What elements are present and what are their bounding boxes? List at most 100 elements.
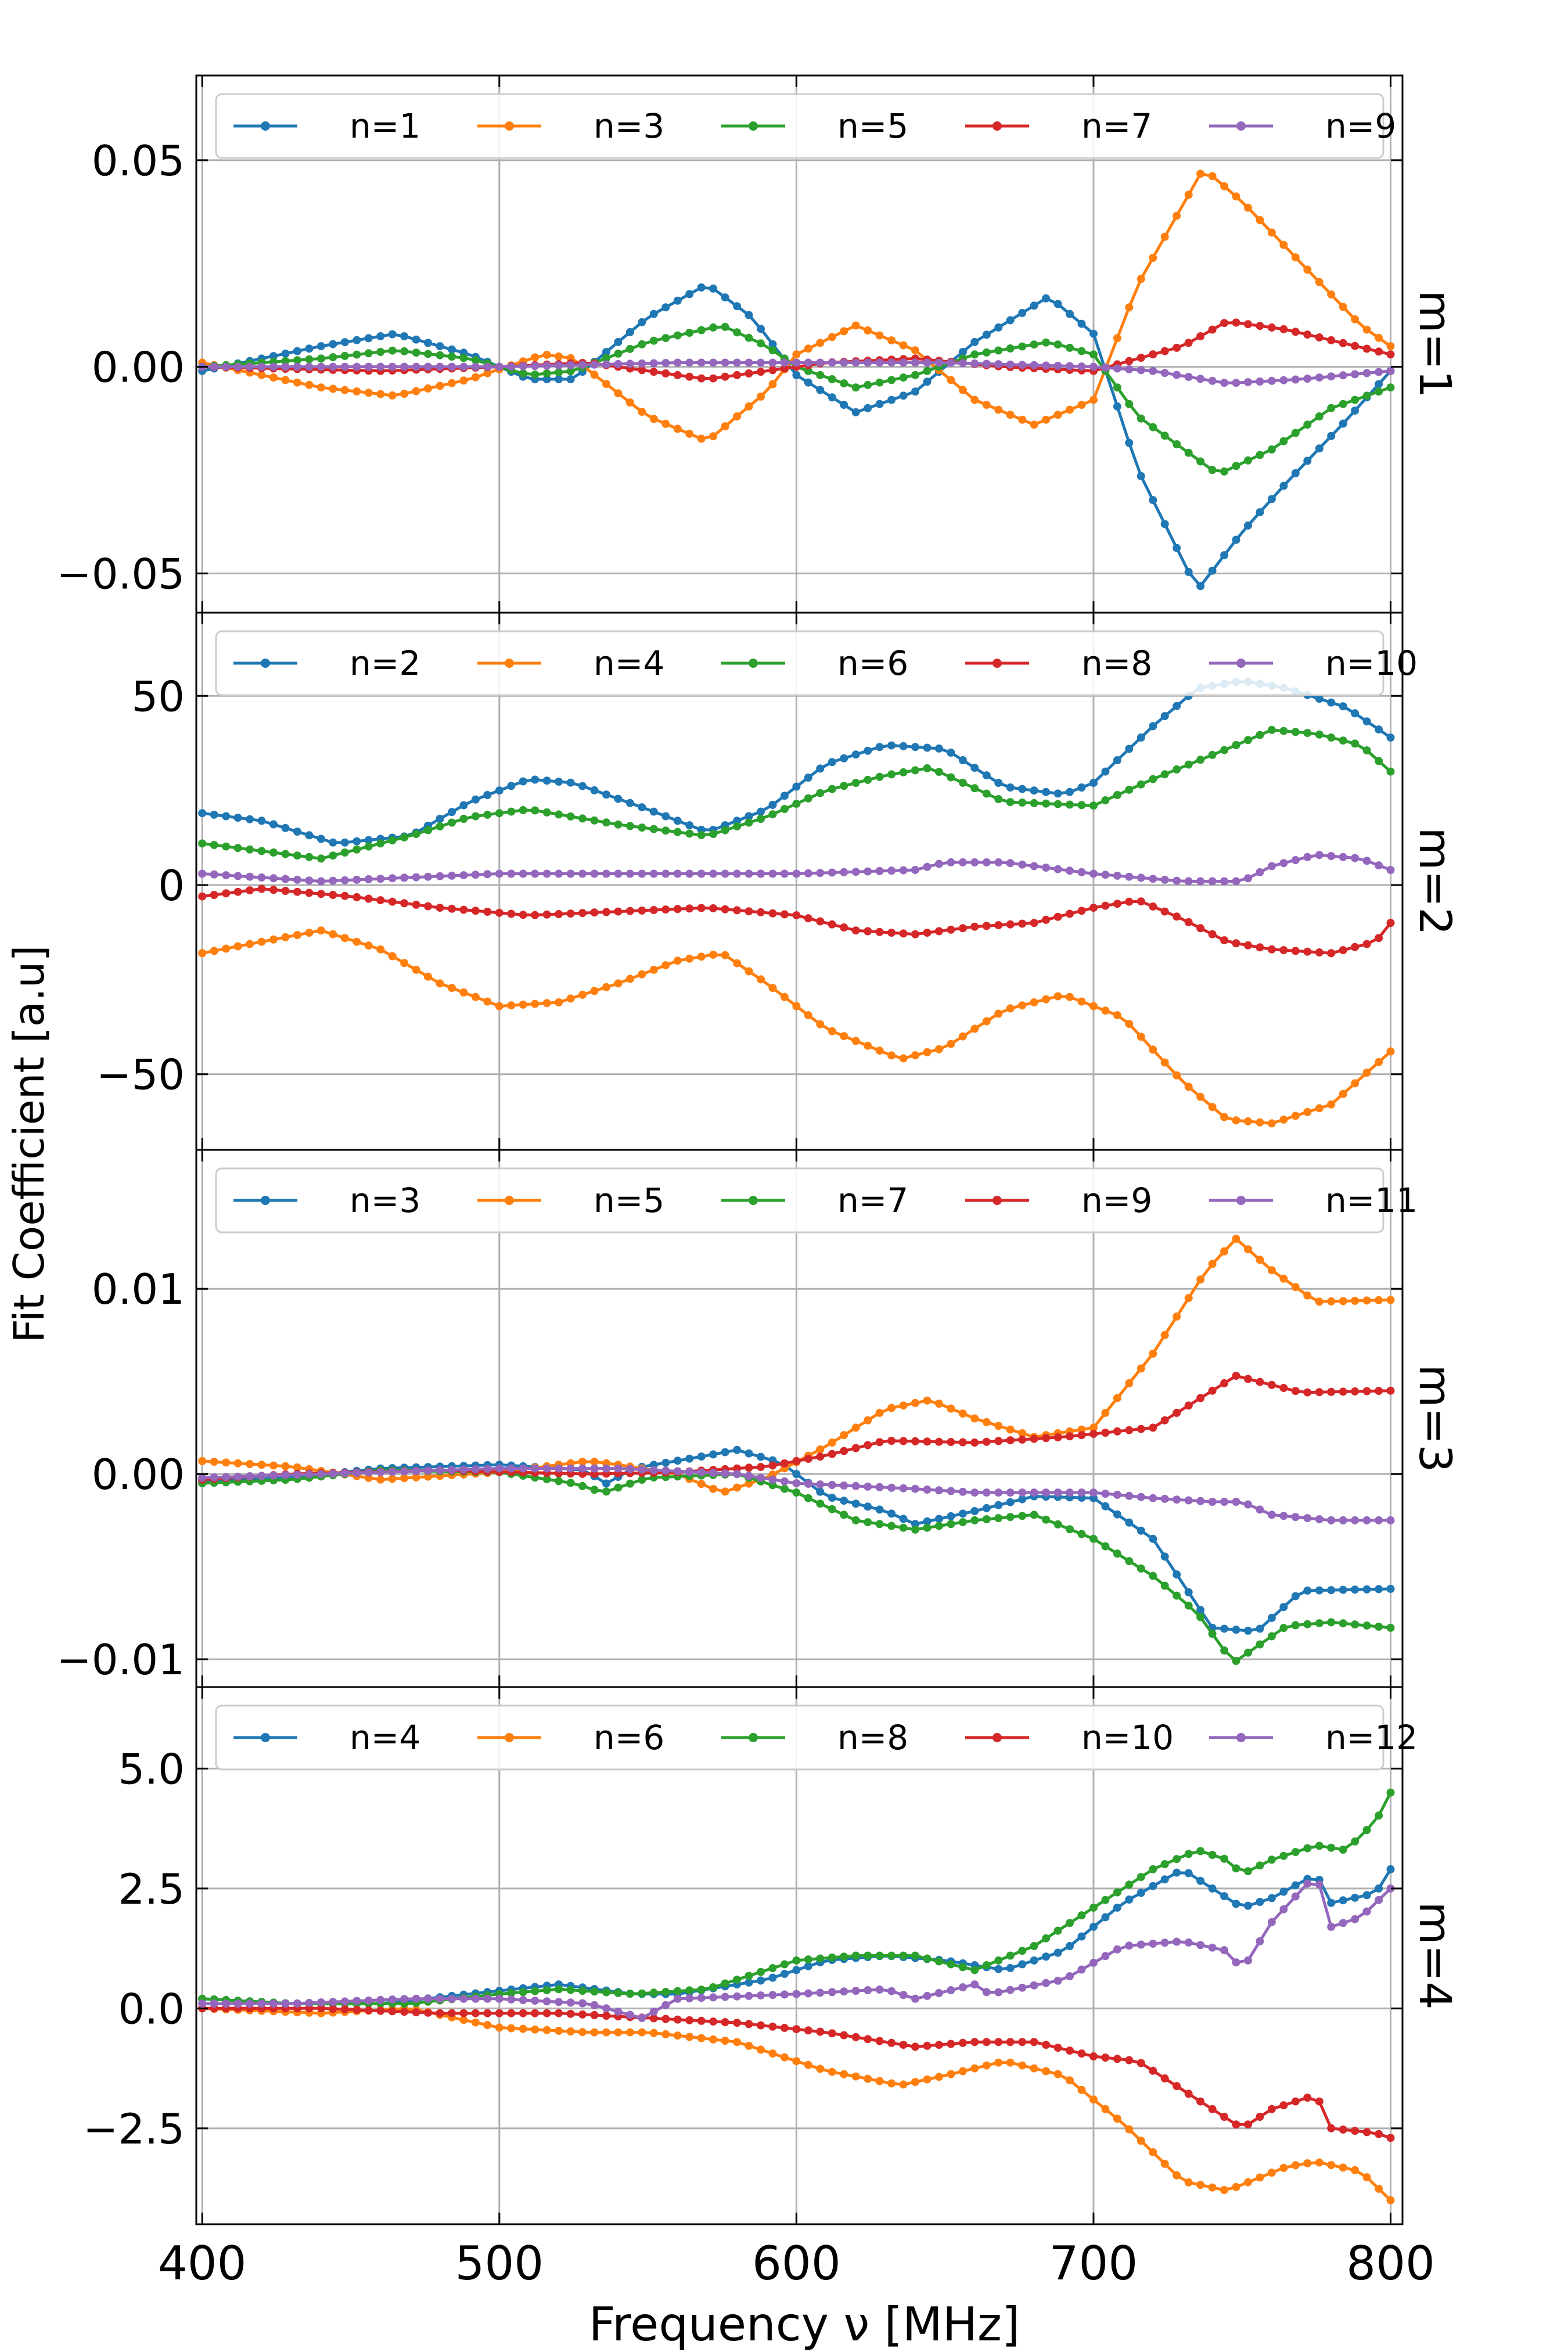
data-point [982,789,991,798]
data-point [911,1484,919,1493]
data-point [733,328,742,337]
x-tick-label: 700 [1049,2236,1138,2290]
data-point [198,809,207,818]
data-point [1160,1331,1169,1339]
data-point [1279,1887,1288,1896]
legend-label: n=4 [594,643,664,683]
data-point [911,1437,919,1445]
data-point [685,358,694,367]
data-point [1196,457,1205,466]
legend-box [215,1704,1384,1771]
data-point [317,1998,325,2006]
data-point [721,951,729,959]
data-point [1160,1875,1169,1884]
data-point [1232,1657,1240,1665]
data-point [661,869,670,878]
data-point [1089,1494,1098,1502]
data-point [1232,877,1240,886]
data-point [887,866,896,875]
data-point [257,817,266,825]
data-point [649,965,658,974]
data-point [1291,1387,1300,1396]
data-point [1267,495,1276,504]
data-point [578,361,587,369]
data-point [733,817,742,825]
data-point [851,358,860,367]
data-point [661,359,670,367]
data-point [1232,1958,1240,1967]
data-point [1006,1986,1015,1994]
data-point [1291,429,1300,437]
data-point [816,1954,825,1963]
data-point [555,2009,563,2017]
data-point [923,2075,932,2084]
data-point [673,1994,682,2003]
legend-label: n=5 [837,106,908,146]
data-point [804,1962,812,1970]
data-point [851,868,860,876]
data-point [317,383,325,392]
data-point [1386,342,1395,351]
data-point [1042,1515,1051,1524]
legend-marker [992,1733,1002,1742]
y-tick-label: 0.00 [92,1450,185,1499]
data-point [1386,350,1395,359]
data-point [1220,2186,1229,2195]
data-point [673,331,682,340]
data-point [305,344,314,353]
data-point [1125,1941,1134,1950]
data-point [721,869,729,878]
data-point [590,987,599,995]
y-tick-label: 2.5 [118,1865,185,1914]
data-point [1279,859,1288,868]
data-point [1291,728,1300,736]
data-point [1291,375,1300,384]
data-point [958,778,967,787]
data-point [875,1408,884,1417]
data-point [222,812,231,821]
data-point [483,2021,492,2029]
data-point [875,772,884,781]
data-point [1149,350,1157,359]
data-point [1053,2044,1062,2052]
data-point [709,1469,718,1477]
data-point [792,1002,801,1010]
data-point [566,1986,575,1994]
data-point [1315,278,1324,286]
data-point [1291,1112,1300,1120]
data-point [792,1479,801,1488]
panel-label: m=1 [1409,290,1461,398]
data-point [625,398,634,407]
data-point [1149,254,1157,262]
data-point [1208,930,1217,938]
data-point [1351,1915,1360,1923]
data-point [745,1463,753,1472]
data-point [1160,907,1169,916]
data-point [495,2009,504,2017]
data-point [1196,877,1205,886]
data-point [1006,1964,1015,1972]
data-point [388,2007,397,2016]
data-point [947,1520,955,1529]
data-point [578,782,587,790]
data-point [257,362,266,371]
data-point [757,807,765,816]
data-point [709,2017,718,2026]
y-tick-label: 50 [131,672,185,721]
data-point [934,1045,943,1053]
data-point [982,771,991,780]
data-point [804,378,812,387]
data-point [1184,448,1193,457]
data-point [340,1469,349,1477]
legend-label: n=3 [594,106,664,146]
data-point [923,1991,932,2000]
data-point [661,812,670,821]
data-point [1267,1119,1276,1128]
data-point [1208,1630,1217,1638]
data-point [768,1964,777,1972]
data-point [1291,1881,1300,1890]
data-point [1208,466,1217,474]
data-point [757,1991,765,1999]
data-point [1244,1500,1252,1509]
data-point [1101,1490,1110,1498]
